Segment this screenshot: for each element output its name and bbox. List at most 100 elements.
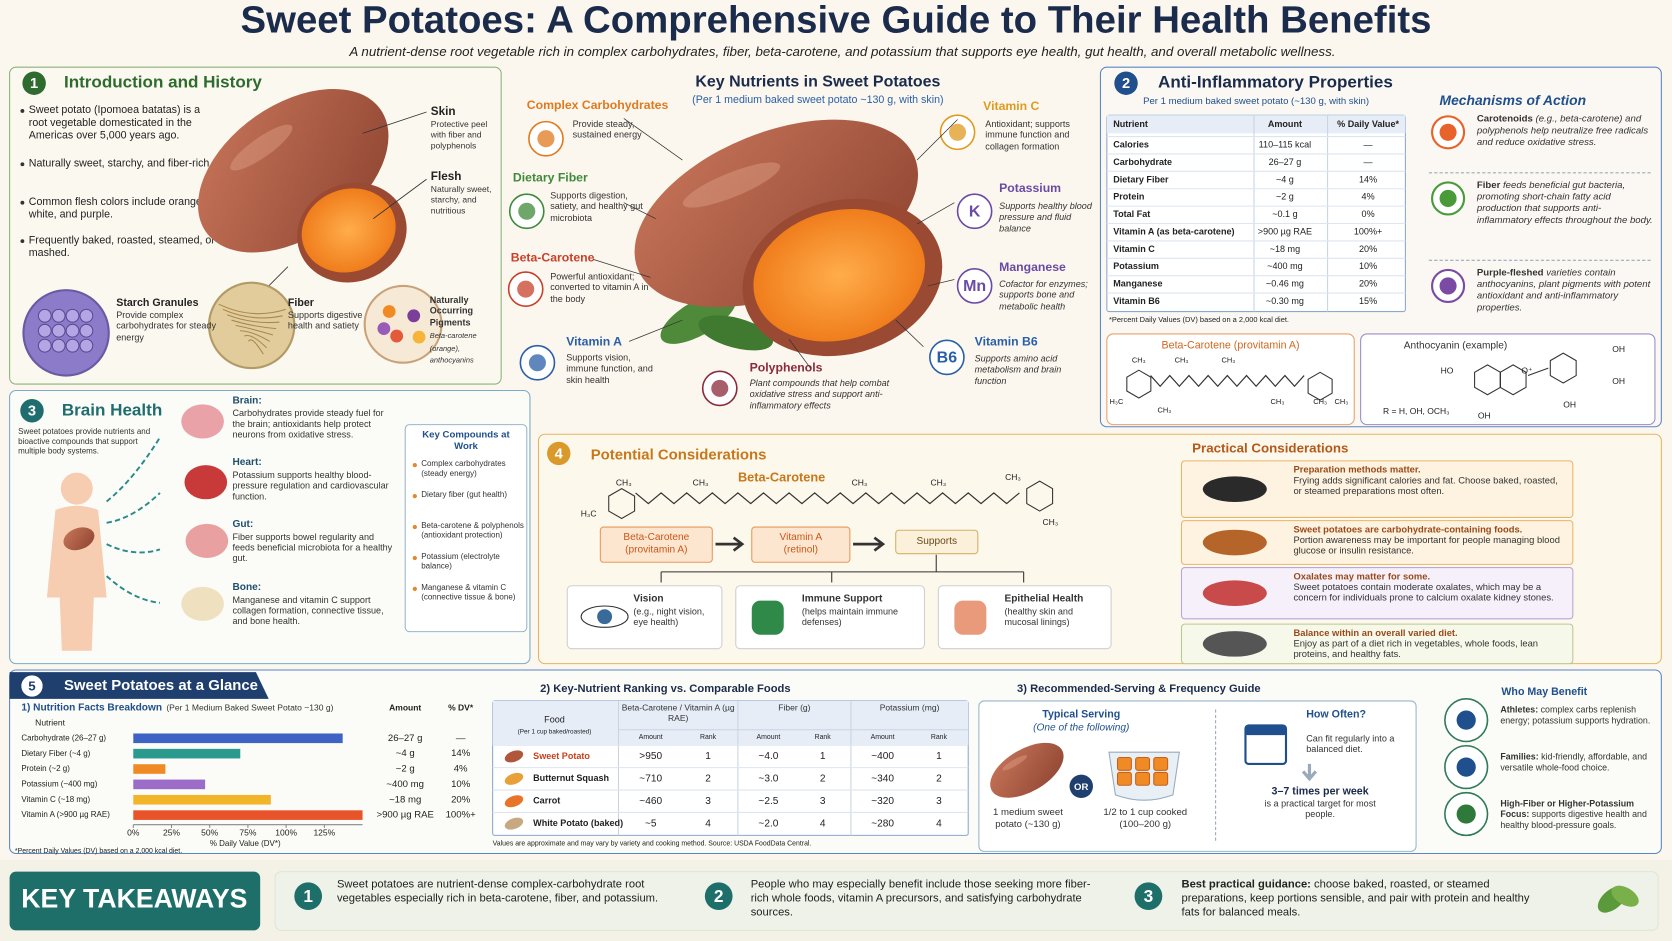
bullet [20,162,25,167]
sweet-potato-highlight [1002,755,1028,771]
outcome-text-text: Vision [633,593,664,605]
dv-cell: 20% [451,794,471,805]
molecule-ring [1126,369,1152,399]
leaf [698,315,774,351]
food-name: Carrot [533,796,560,806]
sweet-potato-highlight [230,124,293,171]
table-cell: 3 [705,796,711,807]
practical-text-text: Portion awareness may be important for p… [1293,534,1560,557]
table-cell: ~320 [871,796,894,807]
organ-text-box: Gut:Fiber supports bowel regularity and … [232,519,397,565]
sweet-potato-flesh [301,188,396,273]
cube [1135,771,1151,786]
table-note: Values are approximate and may vary by v… [493,841,812,848]
granule [79,323,94,338]
nutrient-title: Polyphenols [750,360,823,374]
compounds-title: Key Compounds at Work [409,429,522,452]
food-icon [504,772,524,785]
nutrient-text-box: Plant compounds that help combat oxidati… [750,378,890,411]
granule [51,323,66,338]
flow-text-box: Beta-Carotene(provitamin A) [623,531,689,555]
table-cell: 1 [820,751,826,762]
section-title: Brain Health [62,400,162,419]
atom-label: CH₃ [1222,356,1236,365]
amount-cell: 26–27 g [388,733,423,744]
y-tick-label: Protein (~2 g) [21,764,70,773]
amount-cell: ~18 mg [389,794,421,805]
intro-bullet-box: Frequently baked, roasted, steamed, or m… [29,235,216,261]
mechanism-icon-glyph [1439,189,1457,207]
atom-label: OH [1563,400,1576,410]
table-cell: 4% [1362,192,1375,202]
granule [79,338,94,353]
mechanism-text-box: Fiber feeds beneficial gut bacteria, pro… [1477,179,1653,225]
nutrient-icon [929,339,965,376]
connector [916,119,958,161]
dv-cell: 14% [451,748,471,759]
nutrient-icon-label: Mn [963,278,986,295]
organ-text-text: Brain: [232,394,262,407]
practical-box [1180,460,1574,518]
connector [222,308,283,319]
nutrient-text-text: Supports vision, immune function, and sk… [566,352,653,385]
section-title: Sweet Potatoes at a Glance [64,677,258,694]
atom-label: O⁺ [1521,366,1533,376]
table-cell: >950 [639,751,662,762]
intro-bullet: Frequently baked, roasted, steamed, or m… [29,235,216,261]
nutrient-text: Supports amino acid metabolism and brain… [975,353,1082,386]
takeaway-text-box: Best practical guidance: choose baked, r… [1181,878,1529,918]
outcome-text-box: Epithelial Health(healthy skin and mucos… [1004,593,1083,627]
table-subheader: Rank [815,734,832,741]
cube [1135,756,1151,771]
or-label: OR [1074,782,1088,793]
mechanism-text-text: Purple-fleshed [1476,266,1544,278]
connector [623,202,656,220]
outcome-box [566,585,723,650]
benefit-text-text: Families: [1500,751,1539,762]
table-title: 3) Recommended-Serving & Frequency Guide [1017,683,1261,695]
molecule-chain [635,492,1020,505]
organ-icon [185,523,229,558]
flow-text-text: Vitamin A [779,531,823,544]
nutrient-icon [956,268,993,304]
table-cell: ~0.1 g [1272,209,1297,219]
diagram-label: Beta-Carotene [738,469,825,484]
table-cell: 14% [1359,174,1377,184]
organ-text: Gut: Fiber supports bowel regularity and … [232,519,397,565]
organ-text-text: Bone: [232,581,262,594]
bar [133,764,166,774]
atom-label: CH₃ [930,478,946,488]
takeaways-box [274,871,1659,931]
chart-title-box: 1) Nutrition Facts Breakdown (Per 1 Mediu… [21,702,333,714]
structure-box [1360,333,1656,426]
pigment-dot [382,305,396,318]
atom-label: CH₃ [1313,397,1327,406]
mechanism-icon-glyph [1439,123,1457,141]
pigment-dot [390,329,404,343]
section-number: 2 [714,886,724,906]
practical-text-box: Preparation methods matter.Frying adds s… [1293,464,1557,496]
frequency-text: Can fit regularly into a balanced diet. [1306,733,1407,755]
nutrient-title: Vitamin C [983,99,1039,113]
benefit-text-box: Families: kid-friendly, affordable, and … [1500,751,1647,772]
benefit-text-box: High-Fiber or Higher-Potassium Focus: su… [1500,798,1647,830]
table-cell: 100%+ [1354,226,1382,236]
body-head [60,472,93,505]
food-name: Sweet Potato [533,751,590,761]
circle-text-text: Beta-carotene (orange), anthocyanins (pu… [429,332,477,366]
section-number-badge [20,399,44,423]
bar [133,733,343,744]
connector [628,319,683,342]
takeaway-text-box: People who may especially benefit includ… [751,878,1091,918]
pigment-dot [412,330,426,344]
table-cell: Manganese [1113,279,1162,289]
brain-intro-box: Sweet potatoes provide nutrients and bio… [18,427,150,456]
nutrient-text-box: Provide steady, sustained energy [573,118,642,140]
frequency-note-text: is a practical target for most people. [1264,798,1376,820]
or-badge [1069,774,1093,799]
table-cell: Potassium [1113,261,1159,271]
callout-text-text: Naturally sweet, starchy, and nutritious [430,184,492,215]
y-tick-label: Vitamin A (>900 µg RAE) [21,810,110,819]
nutrient-icon-glyph [517,280,535,298]
table-header-bg [492,700,969,745]
